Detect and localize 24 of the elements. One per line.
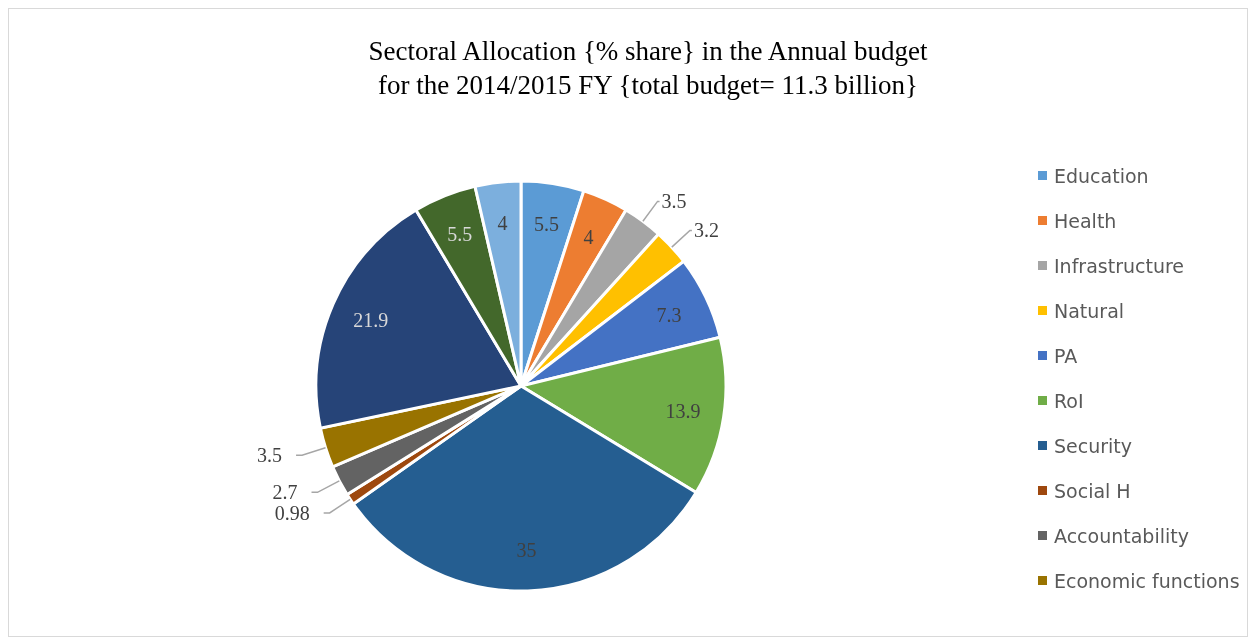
chart-title: Sectoral Allocation {% share} in the Annual budget for the 2014/2015 FY {total budget= 11.3 billion} xyxy=(368,36,929,100)
legend-label: Natural xyxy=(1054,300,1125,322)
data-label: 4 xyxy=(497,212,508,235)
data-label: 21.9 xyxy=(353,309,389,332)
data-label: 35 xyxy=(516,538,537,561)
data-label: 3.5 xyxy=(661,190,687,213)
legend-label: PA xyxy=(1054,345,1078,367)
data-label: 5.5 xyxy=(533,212,559,235)
data-label: 4 xyxy=(583,225,594,248)
data-label: 0.98 xyxy=(274,501,310,524)
data-label: 3.2 xyxy=(693,219,719,242)
legend-label: Security xyxy=(1054,435,1133,457)
legend-label: Education xyxy=(1054,165,1149,187)
data-label: 3.5 xyxy=(257,444,283,467)
legend-label: Accountability xyxy=(1054,525,1189,547)
legend-label: RoI xyxy=(1054,390,1084,412)
data-label: 7.3 xyxy=(656,304,682,327)
legend-label: Health xyxy=(1054,210,1117,232)
legend-label: Infrastructure xyxy=(1054,255,1185,277)
data-label: 2.7 xyxy=(272,481,298,504)
legend-label: Economic functions xyxy=(1054,570,1240,592)
data-label: 5.5 xyxy=(447,222,473,245)
data-label: 13.9 xyxy=(665,400,701,423)
legend-label: Social H xyxy=(1054,480,1131,502)
